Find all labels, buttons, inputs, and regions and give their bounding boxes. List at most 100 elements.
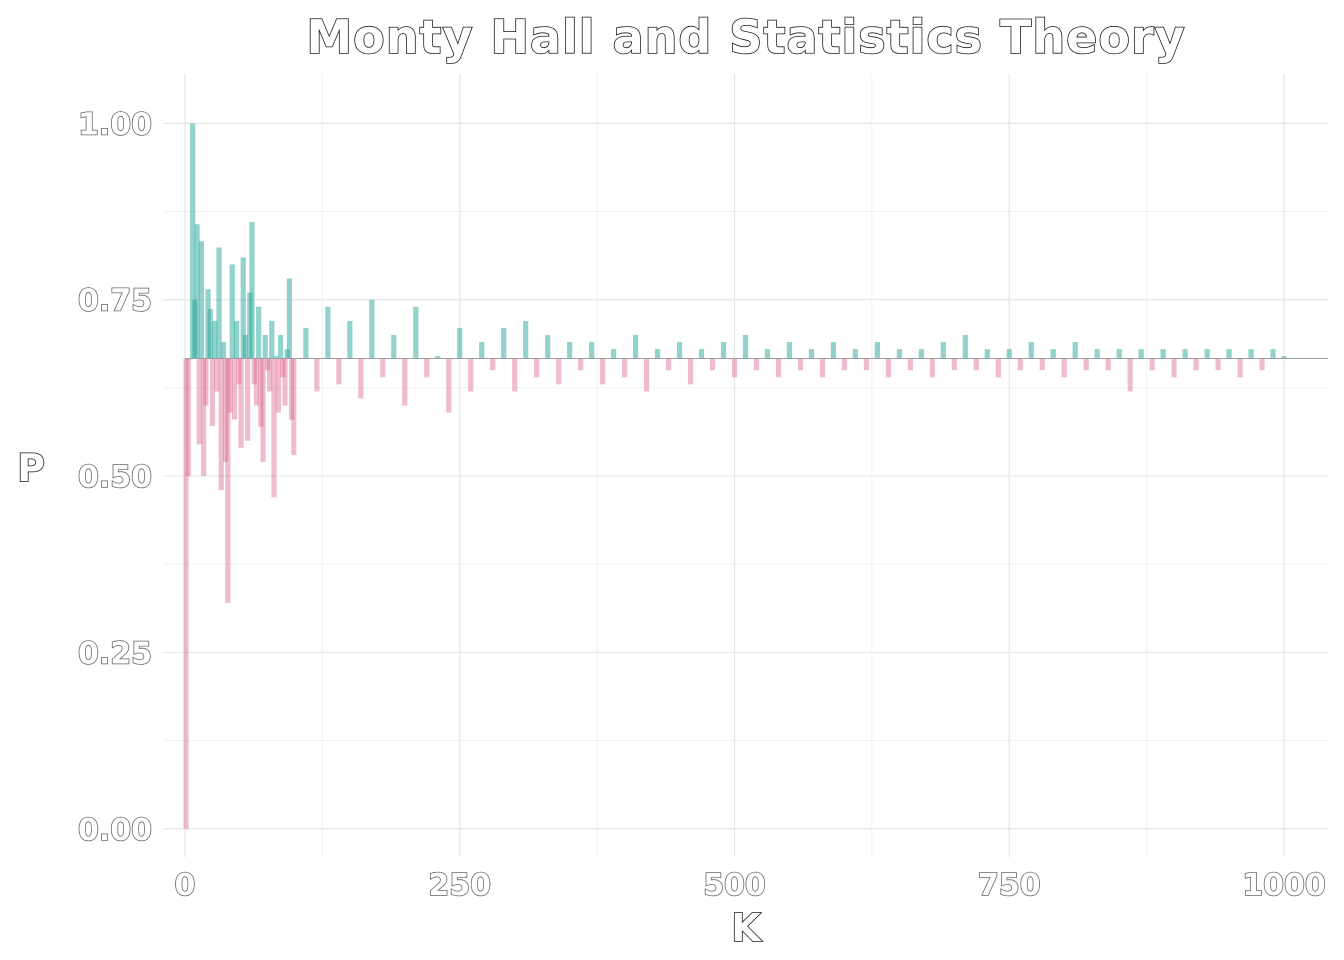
bar-above: [198, 241, 205, 359]
bar-above: [632, 335, 639, 359]
bar-above: [720, 342, 727, 359]
bar-above: [242, 335, 249, 359]
bar-above: [1006, 349, 1012, 359]
bar-above: [589, 342, 595, 359]
bar-above: [190, 123, 196, 359]
bar-below: [231, 358, 238, 420]
y-axis-title: P: [17, 446, 45, 490]
bar-below: [282, 358, 288, 406]
bar-below: [218, 358, 224, 491]
bar-above: [413, 306, 419, 359]
bar-below: [280, 358, 286, 378]
bar-below: [264, 358, 271, 371]
bar-above: [216, 247, 222, 359]
bar-above: [1270, 349, 1276, 359]
bar-above: [764, 349, 771, 359]
bar-above: [240, 257, 246, 359]
bar-below: [1193, 358, 1199, 371]
bar-below: [907, 358, 913, 371]
bar-below: [1105, 358, 1111, 371]
bar-below: [622, 358, 628, 378]
y-tick-label: 0.00: [78, 813, 152, 848]
bar-below: [643, 358, 650, 392]
bar-below: [314, 358, 320, 392]
bar-below: [288, 358, 295, 420]
y-tick-label: 1.00: [78, 107, 152, 142]
bar-below: [731, 358, 738, 378]
bar-below: [797, 358, 804, 371]
x-tick-label: 1000: [1242, 868, 1326, 903]
bar-below: [271, 358, 277, 498]
x-tick-label: 750: [978, 868, 1041, 903]
bar-below: [863, 358, 869, 371]
bar-below: [841, 358, 848, 371]
bar-below: [929, 358, 935, 378]
bar-below: [253, 358, 260, 406]
bar-above: [212, 320, 218, 359]
bar-below: [236, 358, 242, 385]
bar-above: [229, 264, 235, 359]
bar-above: [742, 335, 749, 359]
bar-below: [687, 358, 694, 385]
bar-below: [227, 358, 233, 413]
y-tick-label: 0.75: [78, 284, 152, 319]
bar-above: [249, 222, 255, 359]
bar-above: [1204, 349, 1210, 359]
bar-above: [303, 327, 309, 359]
bar-above: [984, 349, 990, 359]
x-tick-label: 0: [175, 868, 196, 903]
bar-above: [1050, 349, 1056, 359]
bar-above: [277, 335, 284, 359]
bar-below: [973, 358, 979, 371]
bar-below: [1061, 358, 1067, 378]
bar-below: [251, 358, 257, 385]
y-tick-label: 0.25: [78, 636, 152, 671]
bar-below: [468, 358, 474, 392]
bar-above: [256, 306, 262, 359]
bar-below: [267, 358, 273, 392]
bar-below: [709, 358, 716, 371]
bar-below: [1171, 358, 1177, 378]
bar-above: [501, 327, 507, 359]
bar-above: [698, 349, 705, 359]
bar-below: [185, 358, 191, 477]
bar-below: [183, 358, 189, 829]
bar-below: [775, 358, 782, 378]
bar-below: [885, 358, 891, 378]
bar-below: [209, 358, 216, 426]
bar-above: [676, 342, 683, 359]
bar-below: [225, 358, 231, 604]
bar-below: [358, 358, 364, 399]
bar-above: [654, 349, 661, 359]
bar-above: [369, 299, 375, 359]
bar-above: [1160, 349, 1166, 359]
y-axis-ticks: 0.00 0.25 0.50 0.75 1.00: [77, 107, 153, 849]
bar-below: [258, 358, 264, 427]
bar-below: [201, 358, 207, 477]
bar-below: [223, 358, 229, 462]
x-tick-label: 500: [703, 868, 766, 903]
bar-below: [556, 358, 562, 385]
bar-above: [286, 278, 292, 359]
bar-above: [962, 335, 968, 359]
bar-above: [1116, 349, 1122, 359]
bar-below: [600, 358, 606, 385]
bar-above: [194, 224, 200, 359]
bar-below: [1237, 358, 1243, 378]
bar-below: [275, 358, 282, 413]
bar-below: [291, 358, 297, 455]
bar-below: [512, 358, 518, 392]
bar-above: [457, 327, 463, 359]
bar-above: [874, 342, 880, 359]
bar-above: [611, 349, 617, 359]
bar-below: [1127, 358, 1133, 392]
bar-above: [786, 342, 793, 359]
bar-above: [567, 342, 573, 359]
bar-above: [896, 349, 902, 359]
bar-above: [234, 320, 240, 359]
x-tick-label: 250: [428, 868, 491, 903]
bar-above: [1138, 349, 1144, 359]
bar-below: [260, 358, 266, 462]
bar-above: [918, 349, 924, 359]
